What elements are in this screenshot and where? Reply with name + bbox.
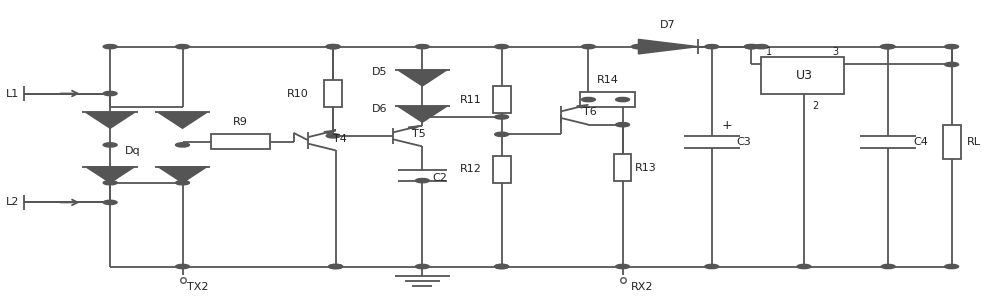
Bar [580,92,635,107]
Circle shape [103,143,117,147]
Circle shape [326,45,340,49]
Bar [324,80,342,107]
Circle shape [495,264,509,269]
Circle shape [705,45,719,49]
Circle shape [415,264,429,269]
Text: R10: R10 [287,88,308,99]
Text: C2: C2 [432,173,447,183]
Circle shape [326,45,340,49]
Circle shape [176,143,189,147]
Text: +: + [721,119,732,132]
Bar [761,57,844,94]
Text: U3: U3 [795,69,812,82]
Bar [493,156,511,183]
Circle shape [415,79,429,83]
Text: D6: D6 [372,103,388,114]
Circle shape [326,134,340,138]
Circle shape [581,97,595,102]
Circle shape [415,45,429,49]
Polygon shape [577,105,588,108]
Text: D5: D5 [372,67,388,77]
Circle shape [616,264,630,269]
Text: T4: T4 [333,134,347,144]
Polygon shape [86,167,134,183]
Polygon shape [86,112,134,128]
Circle shape [495,45,509,49]
Bar [943,125,961,159]
Text: D7: D7 [660,20,676,30]
Circle shape [495,264,509,269]
Text: R13: R13 [634,163,656,172]
Circle shape [103,180,117,185]
Text: RL: RL [966,137,980,147]
Text: T6: T6 [583,107,597,117]
Circle shape [631,45,645,49]
Text: 3: 3 [833,47,839,57]
Text: 2: 2 [813,101,819,111]
Text: R14: R14 [597,75,618,85]
Circle shape [881,45,895,49]
Circle shape [103,91,117,95]
Text: TX2: TX2 [187,282,209,292]
Polygon shape [158,112,207,128]
Text: L1: L1 [6,88,19,99]
Circle shape [754,45,768,49]
Bar [211,134,270,149]
Circle shape [329,264,343,269]
Circle shape [329,264,343,269]
Polygon shape [158,167,207,183]
Circle shape [881,264,895,269]
Circle shape [744,45,758,49]
Circle shape [616,123,630,127]
Bar [614,154,631,181]
Circle shape [616,97,630,102]
Circle shape [581,45,595,49]
Text: 1: 1 [766,47,772,57]
Circle shape [103,200,117,205]
Text: C4: C4 [913,137,928,147]
Circle shape [176,45,189,49]
Circle shape [176,264,189,269]
Circle shape [945,264,959,269]
Circle shape [176,180,189,185]
Circle shape [495,132,509,136]
Circle shape [705,264,719,269]
Circle shape [103,45,117,49]
Circle shape [495,115,509,119]
Text: T5: T5 [412,129,426,139]
Text: C3: C3 [737,137,751,147]
Circle shape [880,45,894,49]
Text: R12: R12 [460,164,482,174]
Polygon shape [638,39,698,54]
Polygon shape [398,106,447,122]
Text: R11: R11 [460,95,482,104]
Text: R9: R9 [233,117,248,127]
Polygon shape [324,130,336,134]
Circle shape [945,45,959,49]
Circle shape [797,264,811,269]
Bar [493,86,511,113]
Circle shape [744,45,758,49]
Polygon shape [398,70,447,86]
Text: Dq: Dq [125,146,141,156]
Text: RX2: RX2 [630,282,653,292]
Circle shape [945,62,959,67]
Text: L2: L2 [6,197,19,207]
Polygon shape [408,126,420,129]
Circle shape [415,179,429,183]
